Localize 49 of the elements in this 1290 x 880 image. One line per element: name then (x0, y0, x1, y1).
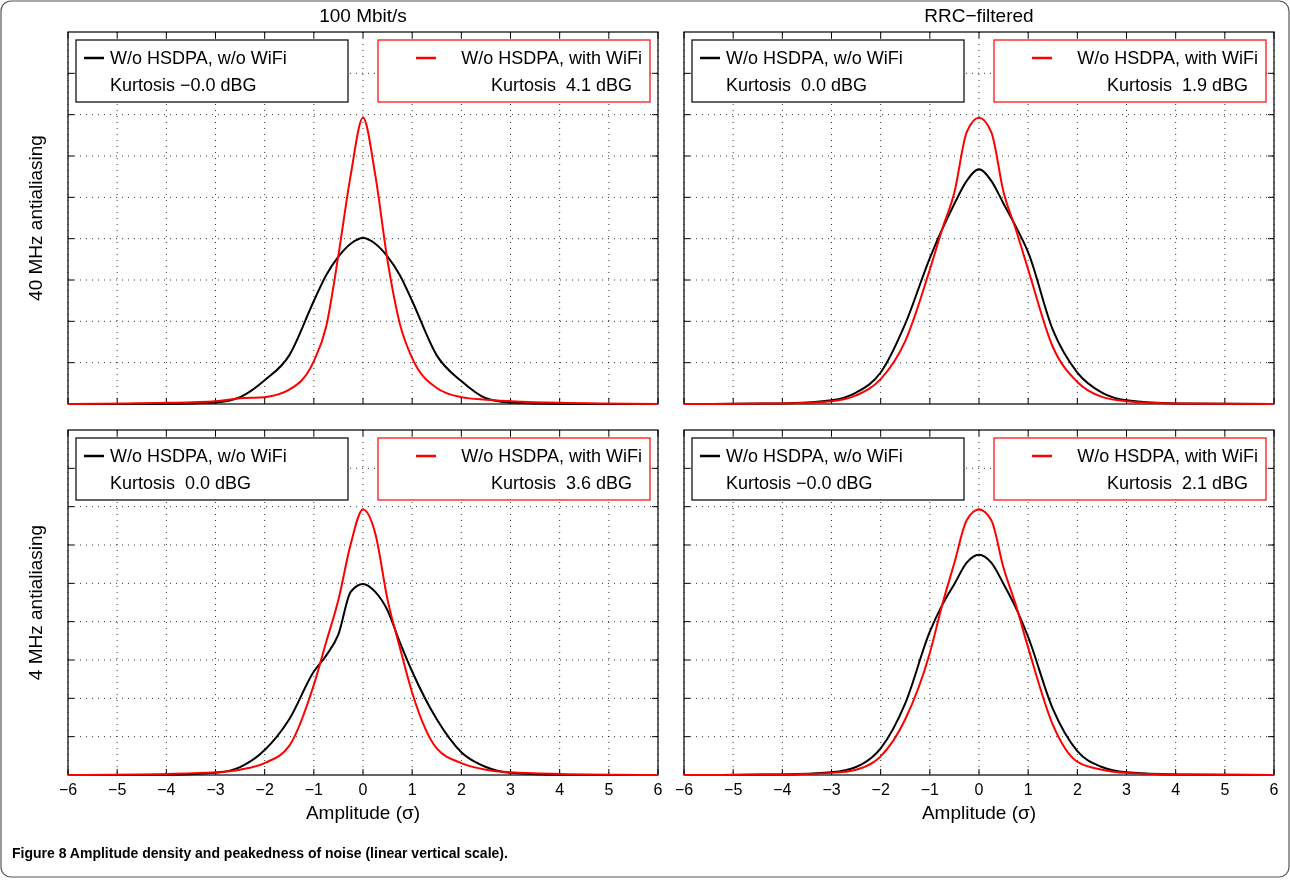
x-tick-label: −3 (822, 781, 841, 798)
x-tick-label: −5 (108, 781, 127, 798)
y-axis-title: 40 MHz antialiasing (25, 135, 46, 301)
y-axis-title: 4 MHz antialiasing (25, 524, 46, 681)
x-tick-label: 1 (1023, 781, 1033, 798)
x-tick-label: 6 (653, 781, 663, 798)
x-tick-label: 3 (1122, 781, 1132, 798)
legend-label: W/o HSDPA, with WiFi (1077, 48, 1258, 68)
x-tick-label: 1 (407, 781, 417, 798)
x-tick-label: −6 (674, 781, 694, 798)
x-tick-label: −1 (304, 781, 324, 798)
legend-label: W/o HSDPA, w/o WiFi (726, 48, 903, 68)
text: Kurtosis 3.6 dBG (490, 473, 632, 493)
legend-label: W/o HSDPA, w/o WiFi (726, 446, 903, 466)
x-tick-label: −4 (157, 781, 176, 798)
chart-title: 100 Mbit/s (319, 5, 407, 26)
x-tick-label: 0 (358, 781, 368, 798)
x-tick-label: 2 (456, 781, 466, 798)
x-tick-label: −4 (773, 781, 792, 798)
x-tick-label: −3 (206, 781, 225, 798)
x-axis-title: Amplitude (σ) (921, 802, 1037, 823)
text: Kurtosis 0.0 dBG (726, 75, 868, 95)
text: Kurtosis 0.0 dBG (110, 473, 252, 493)
x-tick-label: 3 (506, 781, 516, 798)
x-tick-label: 5 (1220, 781, 1230, 798)
x-tick-label: −2 (255, 781, 274, 798)
legend-label: W/o HSDPA, with WiFi (461, 446, 642, 466)
caption: Figure 8 Amplitude density and peakedness of noise (linear vertical scale). (12, 845, 508, 861)
text: Kurtosis 2.1 dBG (1106, 473, 1248, 493)
x-tick-label: −5 (724, 781, 743, 798)
text: Kurtosis −0.0 dBG (110, 75, 257, 95)
x-tick-label: −1 (920, 781, 940, 798)
x-tick-label: 6 (1269, 781, 1279, 798)
legend-label: W/o HSDPA, with WiFi (1077, 446, 1258, 466)
x-axis-title: Amplitude (σ) (305, 802, 421, 823)
x-tick-label: 5 (604, 781, 614, 798)
legend-label: W/o HSDPA, with WiFi (461, 48, 642, 68)
text: Kurtosis −0.0 dBG (726, 473, 873, 493)
x-tick-label: 2 (1072, 781, 1082, 798)
x-tick-label: −2 (871, 781, 890, 798)
legend-label: W/o HSDPA, w/o WiFi (110, 446, 287, 466)
x-tick-label: −6 (58, 781, 78, 798)
x-tick-label: 4 (1171, 781, 1181, 798)
text: Kurtosis 1.9 dBG (1106, 75, 1248, 95)
text: Kurtosis 4.1 dBG (490, 75, 632, 95)
legend-label: W/o HSDPA, w/o WiFi (110, 48, 287, 68)
x-tick-label: 4 (555, 781, 565, 798)
chart-title: RRC−filtered (924, 5, 1034, 26)
x-tick-label: 0 (974, 781, 984, 798)
